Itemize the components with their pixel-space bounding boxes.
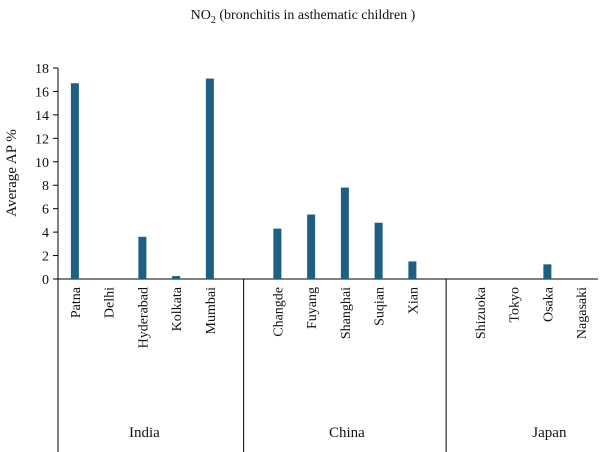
x-tick-label: Patna — [69, 286, 84, 318]
x-tick-label: Suqian — [373, 287, 388, 326]
bar — [138, 236, 147, 279]
x-tick-label: Tokyo — [508, 287, 523, 323]
bar — [205, 78, 214, 279]
bar — [340, 187, 349, 279]
chart-title-main: NO — [191, 8, 211, 23]
bar — [408, 261, 417, 279]
x-tick-label: Shizuoka — [474, 286, 489, 339]
x-tick-label: Fuyang — [305, 287, 320, 329]
x-tick-label: Changde — [271, 287, 286, 337]
x-tick-label: Hyderabad — [136, 287, 151, 348]
y-tick-label: 10 — [35, 156, 49, 171]
y-tick-label: 16 — [35, 85, 49, 100]
x-tick-label: Kolkata — [170, 286, 185, 331]
bar — [374, 222, 383, 279]
y-tick-label: 6 — [42, 203, 49, 218]
chart-title-subscript: 2 — [211, 15, 216, 26]
chart-title: NO2 (bronchitis in asthematic children ) — [191, 8, 416, 26]
bar — [172, 276, 181, 279]
plot-area: 0 2 4 6 8 10 12 14 16 18 Patna Delhi Hyderabad Kolkat… — [35, 62, 598, 452]
group-label: India — [129, 425, 160, 441]
bar — [70, 83, 79, 279]
y-tick-label: 2 — [42, 250, 49, 265]
y-tick-label: 0 — [42, 273, 49, 288]
y-tick-label: 12 — [35, 132, 49, 147]
x-tick-label: Delhi — [103, 287, 118, 318]
chart-title-rest: (bronchitis in asthematic children ) — [216, 8, 416, 23]
x-tick-label: Shanghai — [339, 287, 354, 339]
x-tick-label: Xian — [406, 287, 421, 314]
bar — [543, 264, 552, 279]
group-label: Japan — [532, 425, 567, 441]
y-axis-label: Average AP % — [4, 129, 20, 216]
bar — [273, 228, 282, 279]
x-tick-label: Nagasaki — [575, 287, 590, 339]
y-tick-label: 8 — [42, 179, 49, 194]
y-tick-label: 14 — [35, 109, 49, 124]
x-tick-label: Mumbai — [204, 287, 219, 335]
y-tick-label: 18 — [35, 62, 49, 77]
y-tick-label: 4 — [42, 226, 49, 241]
x-tick-label: Osaka — [541, 286, 556, 322]
group-label: China — [329, 425, 365, 441]
bar — [307, 214, 316, 279]
